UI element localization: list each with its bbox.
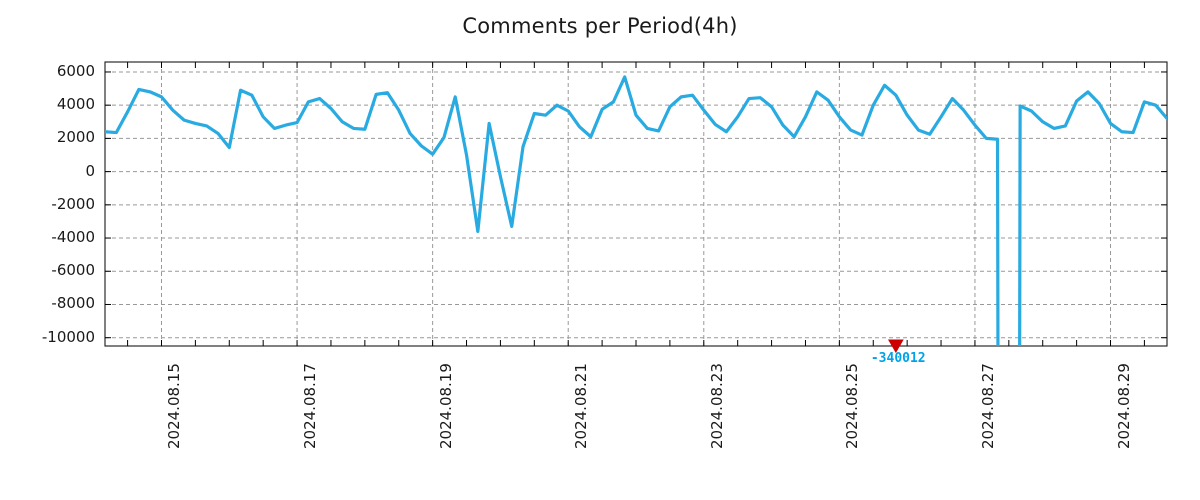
x-axis-tick-label: 2024.08.17: [301, 363, 320, 449]
gridlines: [105, 62, 1167, 346]
annotation-value-label: -340012: [870, 351, 926, 366]
plot-border: [104, 61, 1168, 347]
y-axis-tick-label: 6000: [56, 61, 95, 80]
x-axis-tick-label: 2024.08.21: [572, 363, 591, 449]
x-axis-tick-label: 2024.08.27: [978, 363, 997, 449]
y-axis-tick-label: -10000: [41, 327, 95, 346]
y-axis-tick-label: -4000: [51, 228, 95, 247]
annotation-marker: [887, 339, 904, 353]
x-axis-tick-label: 2024.08.23: [707, 363, 726, 449]
annotation-triangle-icon: [887, 339, 904, 353]
x-axis-tick-label: 2024.08.25: [843, 363, 862, 449]
y-axis-tick-label: 4000: [56, 95, 95, 114]
y-axis-tick-label: -8000: [51, 294, 95, 313]
y-axis-tick-label: 2000: [56, 128, 95, 147]
data-series: [105, 75, 1167, 346]
x-axis-tick-label: 2024.08.19: [436, 363, 455, 449]
chart-title: Comments per Period(4h): [462, 14, 738, 38]
x-axis-tick-label: 2024.08.29: [1114, 363, 1133, 449]
y-axis-tick-label: -6000: [51, 261, 95, 280]
x-axis-tick-label: 2024.08.15: [165, 363, 184, 449]
plot-frame: [104, 61, 1168, 347]
y-axis-tick-label: 0: [85, 161, 95, 180]
axis-ticks: [105, 62, 1167, 346]
y-axis-tick-label: -2000: [51, 194, 95, 213]
